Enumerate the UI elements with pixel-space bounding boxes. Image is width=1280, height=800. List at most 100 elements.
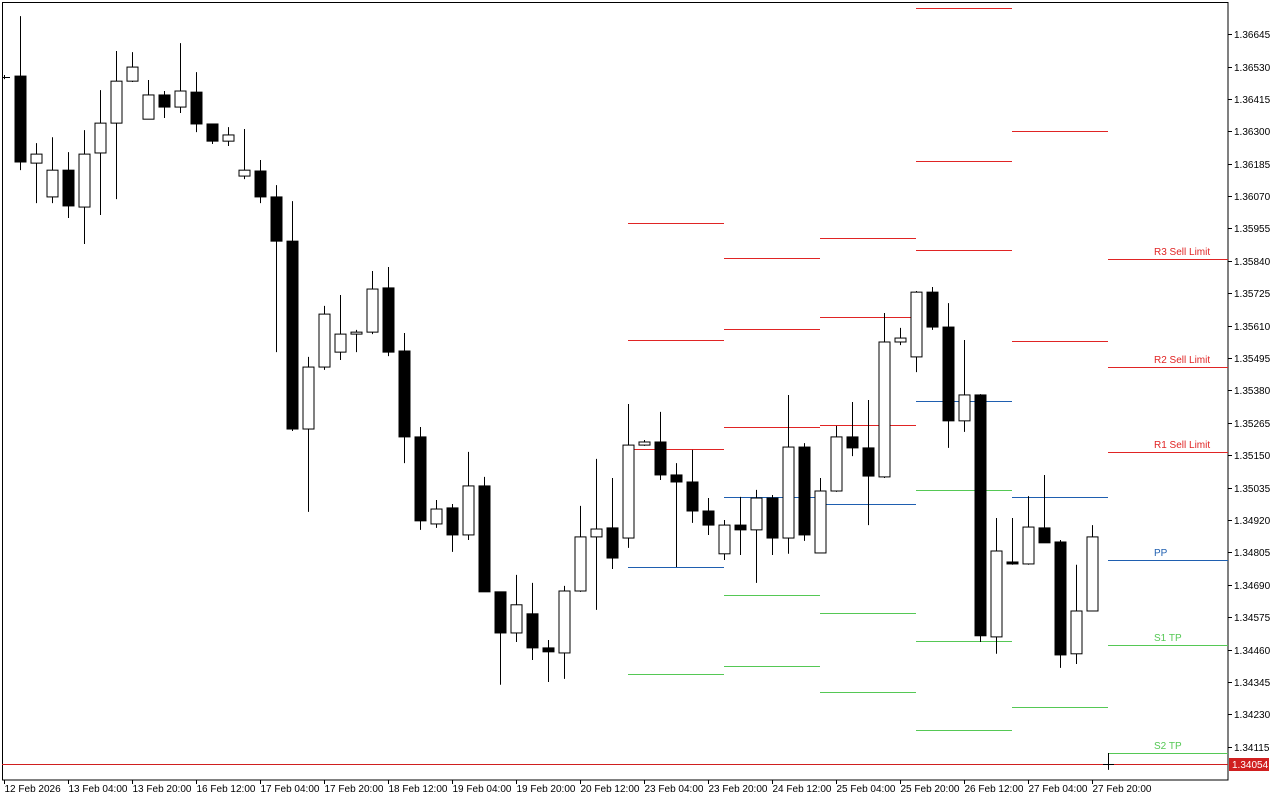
candle-body [1022, 526, 1035, 565]
candle-body [606, 527, 619, 559]
y-tick-label: 1.34575 [1234, 613, 1271, 624]
y-tick-label: 1.35265 [1234, 419, 1271, 430]
pivot-label: R2 Sell Limit [1154, 355, 1210, 366]
candle-body [494, 591, 507, 634]
x-tick-label: 17 Feb 04:00 [261, 784, 320, 795]
candle-body [846, 436, 859, 449]
x-tick-label: 26 Feb 12:00 [965, 784, 1024, 795]
pivot-label: S2 TP [1154, 741, 1182, 752]
y-tick-label: 1.36300 [1234, 127, 1271, 138]
candle-body [830, 436, 843, 492]
candle-body [478, 485, 491, 593]
candle-body [990, 550, 1003, 638]
pivot-label: R3 Sell Limit [1154, 247, 1210, 258]
candle-body [62, 169, 75, 207]
candle-body [734, 524, 747, 531]
plot-area: R3 Sell Limit R2 Sell Limit R1 Sell Limit P… [2, 8, 1228, 770]
candle-body [190, 91, 203, 125]
y-tick-label: 1.34460 [1234, 646, 1271, 657]
candle-body [302, 366, 315, 430]
y-tick-label: 1.36070 [1234, 192, 1271, 203]
x-tick-label: 25 Feb 04:00 [837, 784, 896, 795]
candle-body [174, 90, 187, 108]
candle-body [270, 196, 283, 242]
candle-body [1070, 610, 1083, 655]
x-tick-label: 13 Feb 04:00 [69, 784, 128, 795]
y-tick-label: 1.35150 [1234, 451, 1271, 462]
x-tick-label: 24 Feb 12:00 [773, 784, 832, 795]
candle-body [78, 153, 91, 208]
y-tick-label: 1.36415 [1234, 95, 1271, 106]
y-tick-label: 1.36645 [1234, 30, 1271, 41]
candle-body [670, 474, 683, 483]
x-tick-label: 12 Feb 2026 [5, 784, 62, 795]
pivot-label: PP [1154, 548, 1168, 559]
current-price-box [1229, 758, 1269, 771]
y-tick-label: 1.34805 [1234, 548, 1271, 559]
candle-body [526, 613, 539, 649]
candle-body [622, 444, 635, 539]
candle-body [350, 331, 363, 335]
candle-body [942, 326, 955, 422]
x-tick-label: 16 Feb 12:00 [197, 784, 256, 795]
candle-body [126, 66, 139, 82]
y-tick-label: 1.36530 [1234, 63, 1271, 74]
candle-body [654, 441, 667, 476]
candle-body [750, 497, 763, 531]
candle-body [414, 436, 427, 522]
candle-body [94, 122, 107, 154]
candle-body [158, 94, 171, 108]
candle-body [926, 291, 939, 328]
y-tick-label: 1.35380 [1234, 386, 1271, 397]
candle-body [958, 394, 971, 422]
axes: 1.36645 1.36530 1.36415 1.36300 1.36185 1.360… [4, 30, 1271, 795]
candle-body [430, 508, 443, 525]
candle-body [238, 169, 251, 177]
y-tick-label: 1.34345 [1234, 678, 1271, 689]
candle-body [254, 170, 267, 198]
candle-body [222, 134, 235, 142]
y-tick-label: 1.35495 [1234, 354, 1271, 365]
pivot-label: R1 Sell Limit [1154, 440, 1210, 451]
candle-body [1054, 541, 1067, 656]
candle-body [206, 123, 219, 142]
x-tick-label: 19 Feb 20:00 [517, 784, 576, 795]
candle-body [286, 240, 299, 430]
candle-body [142, 94, 155, 120]
x-tick-label: 25 Feb 20:00 [901, 784, 960, 795]
candle-body [1086, 536, 1099, 612]
y-tick-label: 1.34920 [1234, 516, 1271, 527]
plot-frame [2, 2, 1229, 781]
x-tick-label: 19 Feb 04:00 [453, 784, 512, 795]
y-tick-label: 1.34115 [1234, 743, 1270, 754]
candle-body [814, 490, 827, 554]
candle-body [334, 333, 347, 353]
candle-body [558, 590, 571, 654]
candle-body [318, 313, 331, 368]
candle-body [46, 169, 59, 198]
candle-body [446, 507, 459, 536]
candle-body [14, 75, 27, 163]
x-tick-label: 18 Feb 12:00 [389, 784, 448, 795]
candle-body [110, 80, 123, 124]
candle-body [542, 647, 555, 653]
candle-body [862, 447, 875, 477]
x-tick-label: 17 Feb 20:00 [325, 784, 384, 795]
candle-body [974, 394, 987, 637]
y-tick-label: 1.35610 [1234, 322, 1271, 333]
candle-body [782, 446, 795, 539]
y-tick-label: 1.36185 [1234, 160, 1271, 171]
candle-body [1006, 561, 1019, 565]
candle-body [878, 341, 891, 478]
candle-body [382, 287, 395, 353]
candle-body [702, 510, 715, 526]
y-tick-label: 1.34690 [1234, 581, 1271, 592]
y-tick-label: 1.35035 [1234, 484, 1271, 495]
candle-body [366, 288, 379, 333]
y-tick-label: 1.35725 [1234, 289, 1271, 300]
candle-body [1038, 527, 1051, 544]
candle-body [398, 350, 411, 438]
current-price-label: 1.34054 [1232, 760, 1269, 771]
candle-body [766, 497, 779, 539]
